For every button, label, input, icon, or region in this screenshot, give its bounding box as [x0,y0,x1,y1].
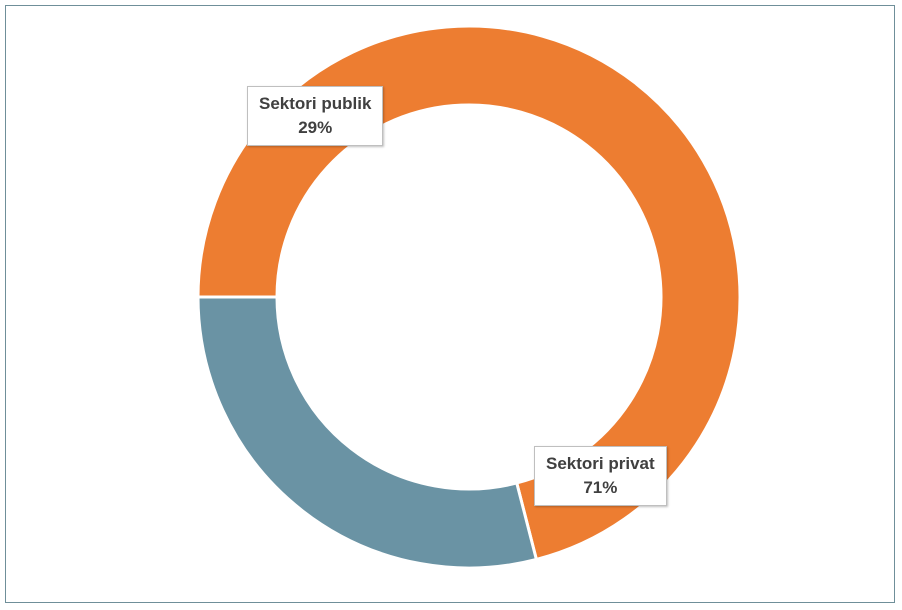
data-label-sektori-privat-value: 71% [583,478,618,497]
donut-slice-sektori-publik [196,295,539,570]
data-label-sektori-privat-name: Sektori privat [546,454,655,473]
data-label-sektori-publik-value: 29% [298,118,333,137]
data-label-sektori-privat: Sektori privat 71% [534,446,667,506]
data-label-sektori-publik-name: Sektori publik [259,94,372,113]
donut-slice-sektori-privat [196,24,742,562]
data-label-sektori-publik: Sektori publik 29% [247,86,384,146]
